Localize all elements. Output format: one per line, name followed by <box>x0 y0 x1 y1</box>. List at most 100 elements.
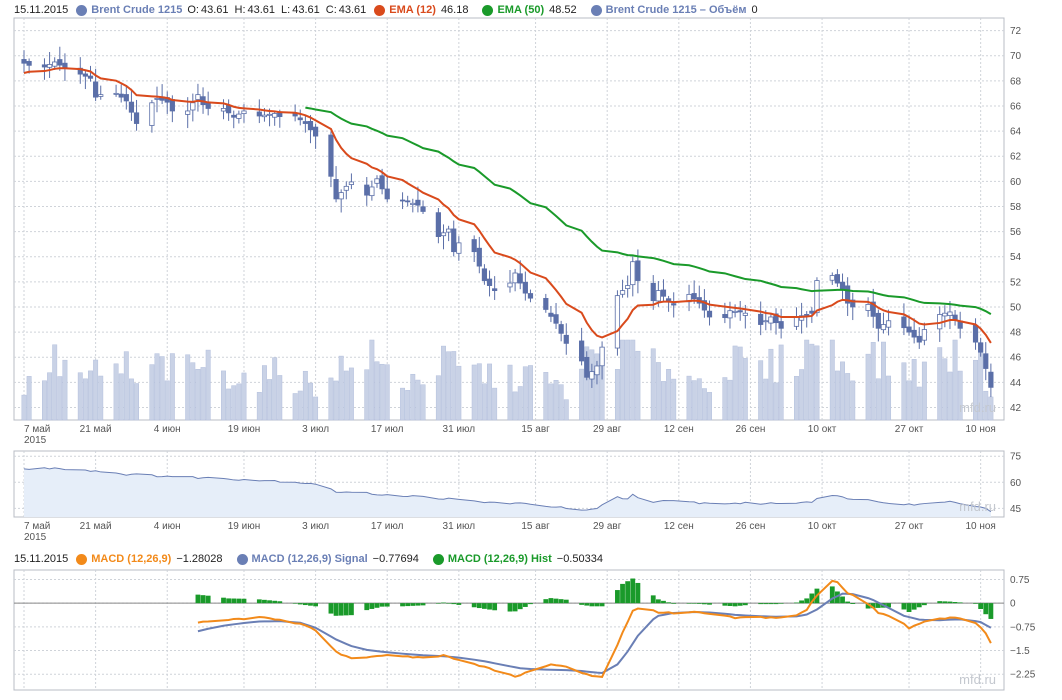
volume-bar <box>384 364 390 421</box>
volume-bar <box>742 358 748 421</box>
volume-bar <box>543 372 549 421</box>
legend-ema12-name[interactable]: EMA (12) <box>389 4 436 16</box>
candle-body <box>26 61 32 66</box>
legend-volume-name[interactable]: Brent Crude 1215 – Объём <box>605 4 747 16</box>
navigator-x-tick-label: 31 июл <box>443 521 476 532</box>
price-y-tick-label: 46 <box>1010 353 1022 364</box>
macd-hist-bar <box>671 603 677 604</box>
candle-body <box>123 94 129 102</box>
macd-hist-bar <box>492 603 498 611</box>
macd-hist-bar <box>563 599 569 604</box>
macd-hist-bar <box>476 603 482 609</box>
volume-bar <box>195 369 201 421</box>
price-y-tick-label: 48 <box>1010 328 1022 339</box>
ema50-line <box>305 106 992 316</box>
legend-signal-name[interactable]: MACD (12,26,9) Signal <box>251 553 368 565</box>
macd-hist-bar <box>415 603 421 606</box>
candle-body <box>875 312 881 329</box>
hist-dot-icon <box>432 553 444 565</box>
price-x-tick-label: 4 июн <box>154 424 181 435</box>
macd-hist-bar <box>384 603 390 607</box>
main-legend: 15.11.2015 Brent Crude 1215 O: 43.61 H: 43… <box>14 2 764 18</box>
volume-bar <box>21 394 27 421</box>
macd-hist-bar <box>333 603 339 616</box>
volume-bar <box>333 380 339 421</box>
volume-bar <box>722 377 728 421</box>
navigator-x-tick-label: 10 окт <box>808 521 837 532</box>
macd-hist-bar <box>364 603 370 611</box>
macd-hist-bar <box>435 603 441 604</box>
candle-body <box>517 273 523 284</box>
macd-hist-bar <box>405 603 411 607</box>
macd-hist-bar <box>722 603 728 606</box>
volume-bar <box>364 369 370 421</box>
candle-body <box>579 340 585 362</box>
navigator-y-tick-label: 60 <box>1010 478 1022 489</box>
volume-bar <box>410 373 416 421</box>
volume-bar <box>799 369 805 421</box>
macd-hist-bar <box>691 603 697 604</box>
volume-bar <box>272 357 278 421</box>
legend-ema50-name[interactable]: EMA (50) <box>497 4 545 16</box>
volume-bar <box>517 386 523 421</box>
candle-body <box>793 316 800 327</box>
macd-panel[interactable]: 0.75 0 −0.75 −1.5 −2.25 mfd.ru <box>13 569 1036 691</box>
volume-bar <box>655 362 661 421</box>
macd-hist-bar <box>875 603 881 608</box>
macd-hist-bar <box>655 599 661 604</box>
volume-bar <box>937 347 943 421</box>
volume-bar <box>154 353 160 421</box>
macd-y-tick-label: 0 <box>1010 599 1016 610</box>
legend-hist-value: −0.50334 <box>556 553 603 565</box>
volume-bar <box>47 372 53 421</box>
instrument-dot-icon <box>76 4 88 16</box>
volume-bar <box>701 388 707 421</box>
volume-bar <box>471 364 477 421</box>
watermark-navigator: mfd.ru <box>959 499 996 514</box>
macd-y-tick-label: −0.75 <box>1010 622 1036 633</box>
macd-y-tick-label: 0.75 <box>1010 575 1030 586</box>
navigator-x-tick-label: 21 май <box>80 521 112 532</box>
volume-bar <box>159 356 165 421</box>
legend-macd-name[interactable]: MACD (12,26,9) <box>91 553 172 565</box>
macd-hist-bar <box>737 603 743 606</box>
legend-hist-name[interactable]: MACD (12,26,9) Hist <box>447 553 552 565</box>
volume-bar <box>400 387 406 421</box>
price-x-tick-label: 21 май <box>80 424 112 435</box>
legend-instrument-name[interactable]: Brent Crude 1215 <box>91 4 183 16</box>
candle-body <box>865 304 871 311</box>
candle-body <box>778 321 784 329</box>
ema50-dot-icon <box>482 4 494 16</box>
macd-hist-bar <box>379 603 385 607</box>
price-y-tick-label: 68 <box>1010 76 1022 87</box>
volume-bar <box>200 367 206 421</box>
candle-body <box>972 324 979 343</box>
candle-body <box>369 186 375 197</box>
macd-hist-bar <box>256 599 262 604</box>
macd-hist-bar <box>374 603 380 608</box>
candle-body <box>512 272 518 284</box>
macd-hist-bar <box>482 603 487 609</box>
macd-hist-bar <box>988 603 994 619</box>
macd-hist-bar <box>850 603 856 604</box>
volume-bar <box>661 381 666 421</box>
candle-body <box>655 290 661 302</box>
candle-body <box>415 199 421 206</box>
macd-hist-bar <box>778 603 784 604</box>
navigator-x-tick-label: 19 июн <box>228 521 261 532</box>
candle-body <box>492 288 498 292</box>
candle-body <box>660 289 667 297</box>
candle-body <box>272 113 278 118</box>
price-panel[interactable]: 42 44 46 48 50 52 54 56 58 60 62 64 66 68 70 72 7 май201… <box>13 17 1022 446</box>
macd-hist-bar <box>870 603 876 609</box>
volume-bar <box>952 339 958 421</box>
price-y-tick-label: 60 <box>1010 177 1022 188</box>
candle-body <box>983 353 989 369</box>
volume-bar <box>241 372 247 421</box>
volume-bar <box>558 384 564 421</box>
volume-bar <box>957 370 963 421</box>
watermark-price: mfd.ru <box>959 400 996 415</box>
macd-hist-bar <box>308 603 313 606</box>
